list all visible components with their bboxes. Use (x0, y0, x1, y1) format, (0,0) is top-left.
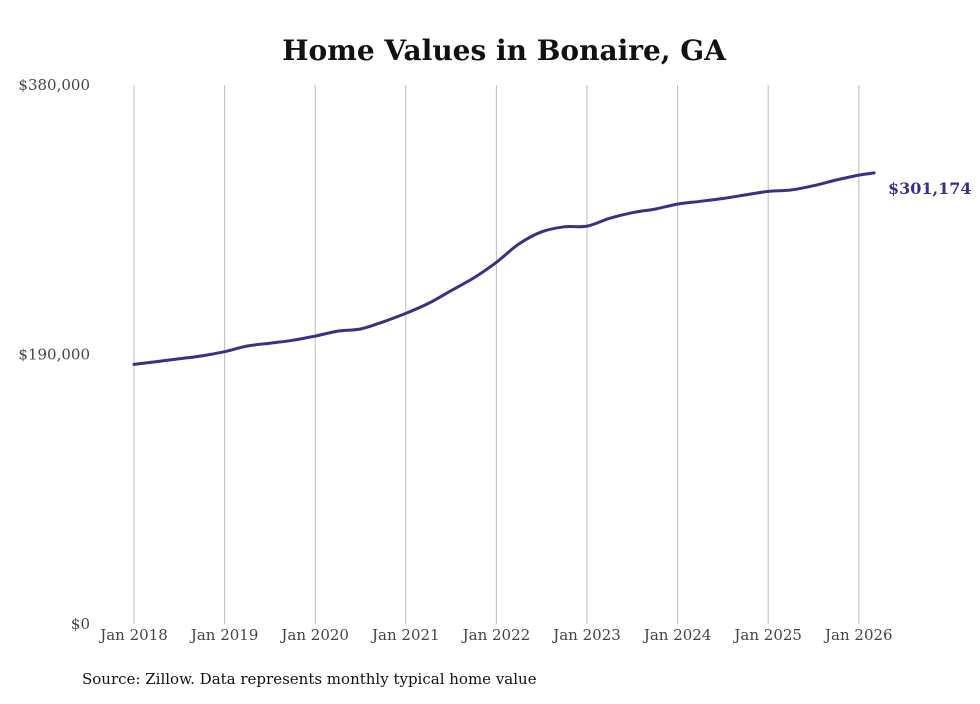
series-line-0 (132, 171, 876, 366)
x-tick-label-5: Jan 2023 (551, 626, 621, 644)
y-axis-ticks: $0 $190,000 $380,000 (18, 76, 90, 633)
series (132, 171, 876, 366)
chart-title: Home Values in Bonaire, GA (282, 34, 727, 67)
x-tick-label-7: Jan 2025 (732, 626, 802, 644)
x-tick-label-6: Jan 2024 (642, 626, 712, 644)
y-tick-label-2: $380,000 (18, 76, 90, 94)
y-tick-label-1: $190,000 (18, 346, 90, 364)
x-tick-label-1: Jan 2019 (189, 626, 259, 644)
y-tick-label-0: $0 (71, 615, 90, 633)
x-tick-label-0: Jan 2018 (98, 626, 168, 644)
x-tick-label-8: Jan 2026 (823, 626, 893, 644)
end-value-label: $301,174 (888, 179, 972, 198)
x-tick-label-2: Jan 2020 (279, 626, 349, 644)
x-tick-label-4: Jan 2022 (461, 626, 531, 644)
x-tick-label-3: Jan 2021 (370, 626, 440, 644)
x-axis-ticks: Jan 2018 Jan 2019 Jan 2020 Jan 2021 Jan 2022… (98, 626, 892, 644)
grid-lines (133, 85, 860, 624)
source-note: Source: Zillow. Data represents monthly … (82, 670, 537, 688)
